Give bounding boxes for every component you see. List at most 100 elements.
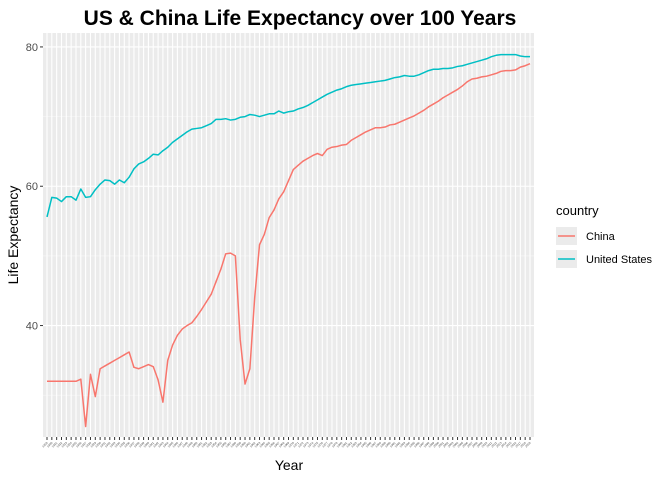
- y-tick-label: 60: [26, 181, 38, 193]
- x-tick-label: 1995: [408, 441, 416, 449]
- x-tick-label: 1920: [46, 441, 54, 449]
- x-tick-label: 1958: [230, 441, 238, 449]
- x-tick-label: 2004: [452, 441, 460, 449]
- x-tick-label: 1950: [191, 441, 199, 449]
- x-tick-label: 1984: [355, 441, 363, 449]
- x-tick-label: 1938: [133, 441, 141, 449]
- x-tick-label: 1921: [51, 441, 59, 449]
- x-tick-label: 1944: [162, 441, 170, 449]
- x-tick-label: 1982: [345, 441, 353, 449]
- x-tick-label: 1986: [365, 441, 373, 449]
- x-tick-label: 1957: [225, 441, 233, 449]
- x-tick-label: 1939: [138, 441, 146, 449]
- x-tick-label: 1924: [65, 441, 73, 449]
- series-layer: [46, 53, 531, 428]
- x-tick-label: 1953: [205, 441, 213, 449]
- x-tick-label: 1933: [109, 441, 117, 449]
- x-tick-label: 1974: [307, 441, 315, 449]
- x-tick-label: 1943: [157, 441, 165, 449]
- x-tick-label: 1970: [287, 441, 295, 449]
- x-tick-label: 1979: [331, 441, 339, 449]
- series-line-china: [47, 62, 531, 428]
- x-tick-label: 1952: [201, 441, 209, 449]
- x-tick-label: 2012: [490, 441, 498, 449]
- x-tick-label: 1956: [220, 441, 228, 449]
- x-tick-label: 2018: [519, 441, 527, 449]
- x-tick-label: 2011: [486, 441, 494, 449]
- x-tick-label: 1948: [181, 441, 189, 449]
- x-tick-label: 2013: [495, 441, 503, 449]
- x-tick-label: 1989: [379, 441, 387, 449]
- x-tick-label: 1936: [123, 441, 131, 449]
- legend-label-china: China: [586, 231, 616, 243]
- x-tick-label: 1978: [326, 441, 334, 449]
- x-tick-label: 2007: [466, 441, 474, 449]
- x-tick-label: 2016: [510, 441, 518, 449]
- x-tick-label: 1946: [172, 441, 180, 449]
- x-tick-label: 1930: [94, 441, 102, 449]
- x-tick-label: 2005: [457, 441, 465, 449]
- x-tick-label: 1961: [244, 441, 252, 449]
- x-tick-label: 1955: [215, 441, 223, 449]
- x-tick-label: 2009: [476, 441, 484, 449]
- grid-lines: [43, 33, 534, 437]
- x-tick-label: 1929: [89, 441, 97, 449]
- chart-title: US & China Life Expectancy over 100 Year…: [84, 7, 517, 30]
- x-tick-label: 1969: [283, 441, 291, 449]
- y-tick-label: 80: [26, 42, 38, 54]
- x-tick-label: 1966: [268, 441, 276, 449]
- x-tick-label: 1931: [99, 441, 107, 449]
- x-tick-label: 1940: [143, 441, 151, 449]
- x-tick-label: 2001: [437, 441, 445, 449]
- x-tick-label: 1963: [254, 441, 262, 449]
- x-tick-label: 1962: [249, 441, 257, 449]
- series-line-united-states: [46, 53, 530, 218]
- x-tick-label: 1977: [321, 441, 329, 449]
- x-tick-label: 2003: [447, 441, 455, 449]
- x-tick-label: 2014: [500, 441, 508, 449]
- x-tick-label: 1960: [239, 441, 247, 449]
- x-tick-label: 1942: [152, 441, 160, 449]
- x-tick-label: 1951: [196, 441, 204, 449]
- x-tick-label: 1997: [418, 441, 426, 449]
- x-tick-label: 1928: [85, 441, 93, 449]
- x-tick-label: 2010: [481, 441, 489, 449]
- x-tick-label: 2019: [524, 441, 532, 449]
- x-tick-label: 1987: [370, 441, 378, 449]
- x-tick-label: 1922: [56, 441, 64, 449]
- x-tick-label: 1990: [384, 441, 392, 449]
- x-tick-label: 1949: [186, 441, 194, 449]
- x-tick-label: 1935: [118, 441, 126, 449]
- x-axis-title: Year: [275, 457, 304, 473]
- x-tick-label: 1993: [399, 441, 407, 449]
- x-tick-label: 1919: [41, 441, 49, 449]
- x-tick-label: 1934: [114, 441, 122, 449]
- x-tick-label: 2006: [461, 441, 469, 449]
- x-tick-label: 1972: [297, 441, 305, 449]
- y-axis: 40 60 80: [26, 42, 43, 333]
- x-axis: 1919192019211922192319241925192619271928…: [41, 437, 532, 448]
- x-tick-label: 1937: [128, 441, 136, 449]
- x-tick-label: 1947: [176, 441, 184, 449]
- x-tick-label: 1973: [302, 441, 310, 449]
- x-tick-label: 1927: [80, 441, 88, 449]
- x-tick-label: 2000: [432, 441, 440, 449]
- x-tick-label: 1932: [104, 441, 112, 449]
- x-tick-label: 1964: [258, 441, 266, 449]
- x-tick-label: 1975: [312, 441, 320, 449]
- x-tick-label: 1980: [336, 441, 344, 449]
- x-tick-label: 1923: [60, 441, 68, 449]
- x-tick-label: 1959: [234, 441, 242, 449]
- x-tick-label: 2017: [514, 441, 522, 449]
- x-tick-label: 1991: [389, 441, 397, 449]
- x-tick-label: 1976: [316, 441, 324, 449]
- x-tick-label: 1988: [374, 441, 382, 449]
- legend-title: country: [556, 203, 599, 218]
- x-tick-label: 1981: [341, 441, 349, 449]
- x-tick-label: 1941: [147, 441, 155, 449]
- x-tick-label: 1945: [167, 441, 175, 449]
- x-tick-label: 1965: [263, 441, 271, 449]
- y-axis-title: Life Expectancy: [5, 186, 21, 285]
- x-tick-label: 1967: [273, 441, 281, 449]
